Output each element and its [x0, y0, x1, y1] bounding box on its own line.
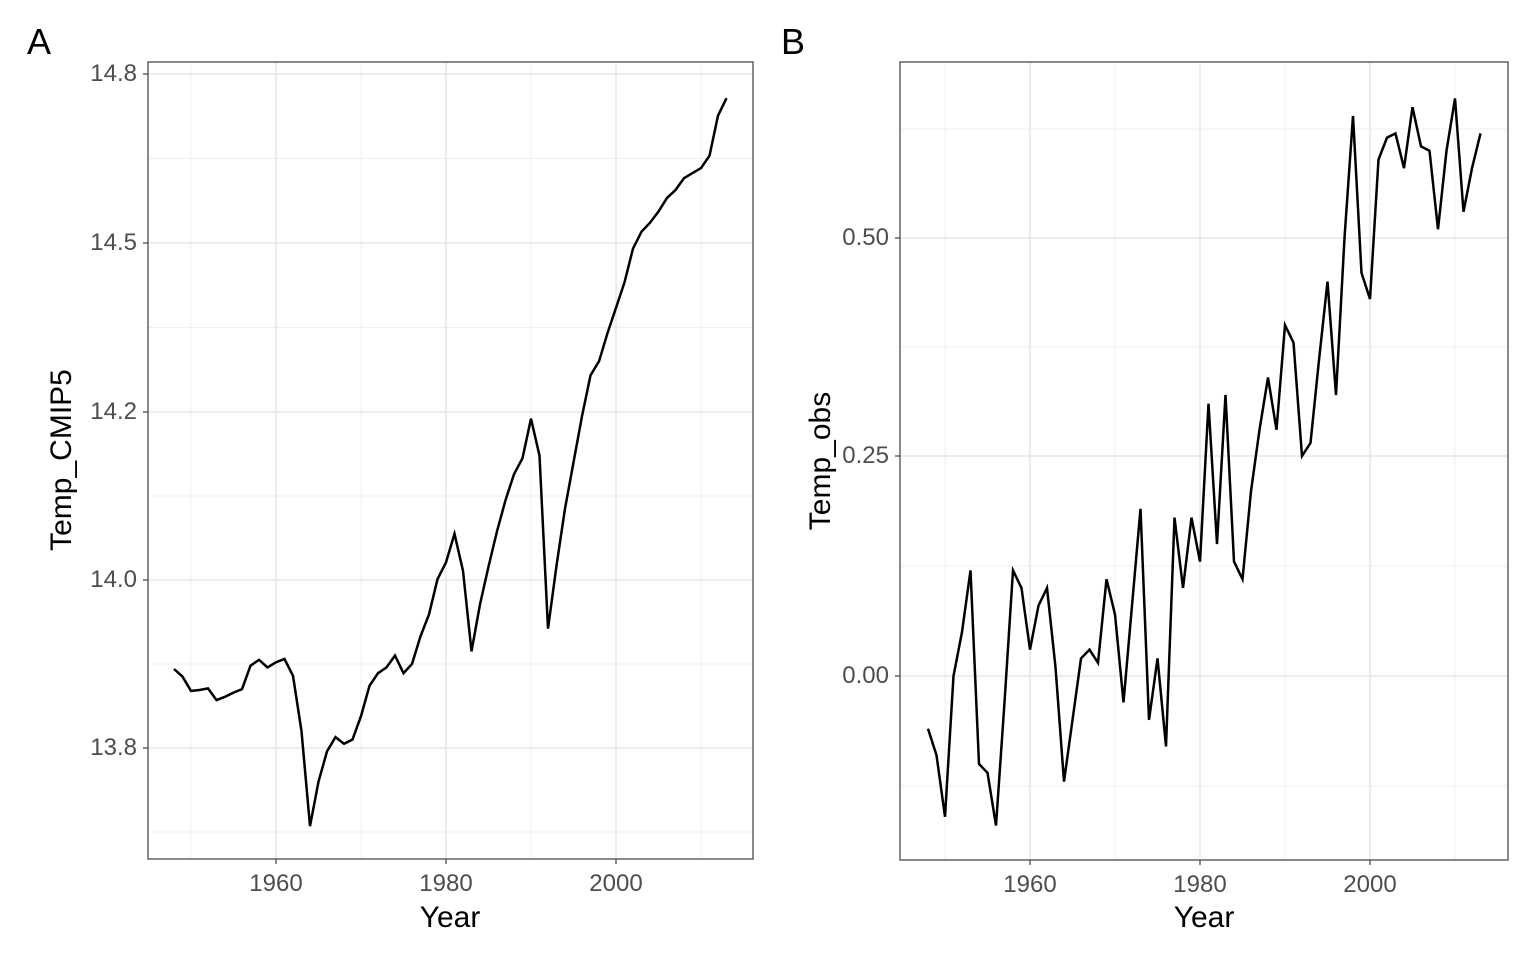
y-tick-label: 14.5	[90, 229, 137, 256]
x-tick-label: 1960	[1003, 871, 1057, 898]
x-tick-label: 1960	[249, 870, 303, 897]
y-tick-label: 0.25	[842, 442, 889, 469]
panel-b-tag: B	[781, 21, 806, 62]
panel-a-tag: A	[27, 21, 52, 62]
x-tick-label: 2000	[589, 870, 643, 897]
panel-a-x-axis-title: Year	[419, 901, 481, 934]
y-tick-label: 0.50	[842, 224, 889, 251]
panel-border	[899, 61, 1509, 861]
x-tick-label: 1980	[419, 870, 473, 897]
y-tick-label: 0.00	[842, 662, 889, 689]
x-tick-label: 2000	[1343, 871, 1397, 898]
y-tick-label: 14.0	[90, 566, 137, 593]
x-tick-label: 1980	[1173, 871, 1227, 898]
panel-a-y-axis-title: Temp_CMIP5	[45, 369, 78, 551]
y-tick-label: 13.8	[90, 734, 137, 761]
y-tick-label: 14.2	[90, 398, 137, 425]
panel-border	[147, 61, 754, 860]
data-line-Temp_CMIP5	[173, 97, 728, 827]
panel-b-x-axis-title: Year	[1173, 901, 1235, 934]
y-tick-label: 14.8	[90, 60, 137, 87]
data-line-Temp_obs	[926, 98, 1482, 826]
